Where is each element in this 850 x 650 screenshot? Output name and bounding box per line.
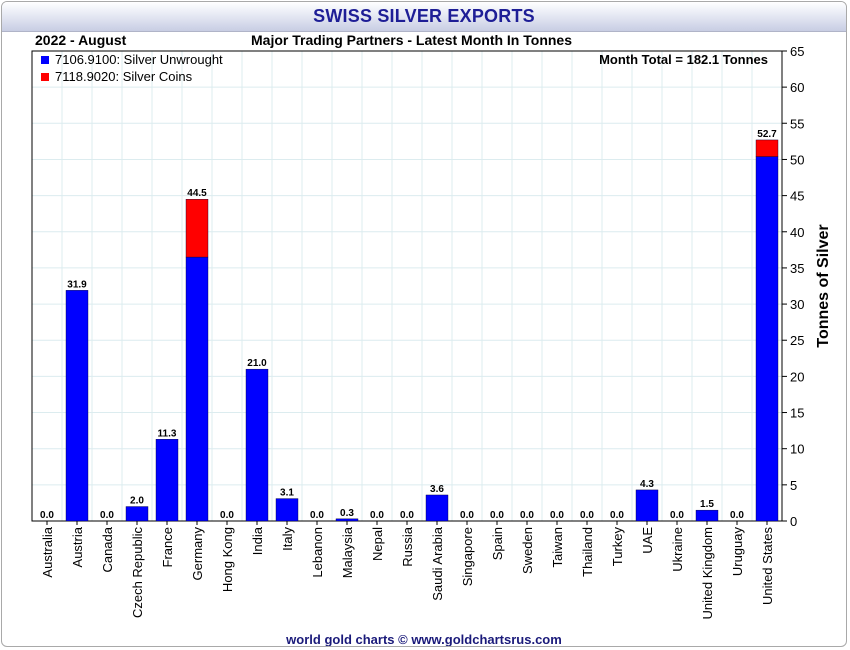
- y-tick-label: 60: [790, 80, 804, 95]
- bar-unwrought: [275, 498, 299, 522]
- y-tick-label: 25: [790, 333, 804, 348]
- x-category-label: Saudi Arabia: [430, 526, 445, 600]
- y-tick-label: 5: [790, 478, 797, 493]
- y-tick-label: 20: [790, 369, 804, 384]
- bar-unwrought: [185, 256, 209, 522]
- x-category-label: Malaysia: [340, 526, 355, 578]
- bar-unwrought: [65, 290, 89, 522]
- bar-unwrought: [755, 156, 779, 522]
- bar-value-label: 0.3: [340, 508, 354, 519]
- x-category-label: United States: [760, 527, 775, 606]
- chart-title: SWISS SILVER EXPORTS: [313, 6, 535, 26]
- bar-value-label: 2.0: [130, 496, 144, 507]
- x-category-label: United Kingdom: [700, 527, 715, 620]
- y-tick-label: 55: [790, 116, 804, 131]
- y-tick-label: 15: [790, 406, 804, 421]
- bar-value-label: 21.0: [247, 358, 267, 369]
- bar-value-label: 0.0: [400, 510, 414, 521]
- x-category-label: Italy: [280, 527, 295, 551]
- bar-value-label: 0.0: [610, 510, 624, 521]
- x-category-label: Hong Kong: [220, 527, 235, 592]
- bar-value-label: 1.5: [700, 499, 714, 510]
- y-tick-label: 65: [790, 44, 804, 59]
- x-category-label: Australia: [40, 526, 55, 577]
- y-tick-label: 10: [790, 442, 804, 457]
- y-tick-label: 30: [790, 297, 804, 312]
- bar-value-label: 0.0: [670, 510, 684, 521]
- x-category-label: Czech Republic: [130, 527, 145, 619]
- y-tick-label: 35: [790, 261, 804, 276]
- bar-unwrought: [155, 439, 179, 522]
- month-total-annotation: Month Total = 182.1 Tonnes: [599, 52, 768, 67]
- bar-value-label: 44.5: [187, 188, 207, 199]
- y-tick-label: 0: [790, 514, 797, 529]
- bar-value-label: 0.0: [370, 510, 384, 521]
- bar-unwrought: [695, 509, 719, 522]
- bar-unwrought: [245, 368, 269, 522]
- bar-value-label: 3.6: [430, 484, 444, 495]
- bar-value-label: 52.7: [757, 129, 777, 140]
- period-label: 2022 - August: [35, 32, 127, 48]
- chart-subtitle: Major Trading Partners - Latest Month In…: [251, 32, 572, 48]
- bar-value-label: 0.0: [220, 510, 234, 521]
- bar-unwrought: [335, 518, 359, 522]
- y-tick-label: 50: [790, 152, 804, 167]
- x-category-label: Taiwan: [550, 527, 565, 567]
- legend-entry: 7106.9100: Silver Unwrought: [55, 52, 223, 67]
- bar-unwrought: [635, 489, 659, 522]
- bar-value-label: 0.0: [100, 510, 114, 521]
- x-category-label: Uruguay: [730, 527, 745, 577]
- x-category-label: Lebanon: [310, 527, 325, 578]
- title-bar: SWISS SILVER EXPORTS: [2, 2, 846, 32]
- bar-value-label: 0.0: [310, 510, 324, 521]
- x-category-label: Austria: [70, 526, 85, 567]
- bar-value-label: 4.3: [640, 479, 654, 490]
- bar-value-label: 0.0: [730, 510, 744, 521]
- x-category-label: France: [160, 527, 175, 567]
- bar-unwrought: [425, 494, 449, 522]
- bar-coins: [185, 199, 209, 258]
- bar-value-label: 0.0: [580, 510, 594, 521]
- bar-value-label: 0.0: [520, 510, 534, 521]
- bar-value-label: 0.0: [460, 510, 474, 521]
- bar-value-label: 0.0: [40, 510, 54, 521]
- y-axis-title: Tonnes of Silver: [815, 224, 832, 347]
- x-category-label: Russia: [400, 526, 415, 567]
- x-category-label: Singapore: [460, 527, 475, 586]
- x-category-label: Nepal: [370, 527, 385, 561]
- legend-entry: 7118.9020: Silver Coins: [55, 69, 193, 84]
- x-category-label: Ukraine: [670, 527, 685, 572]
- bar-value-label: 11.3: [158, 428, 177, 439]
- x-category-label: UAE: [640, 527, 655, 554]
- x-category-label: Canada: [100, 526, 115, 572]
- legend-swatch: [41, 73, 49, 81]
- x-category-label: Turkey: [610, 527, 625, 567]
- x-category-label: Spain: [490, 527, 505, 560]
- bar-value-label: 3.1: [280, 488, 294, 499]
- x-category-label: India: [250, 526, 265, 555]
- bar-value-label: 31.9: [67, 279, 87, 290]
- plot-area: [32, 51, 782, 521]
- x-category-label: Sweden: [520, 527, 535, 574]
- x-category-label: Thailand: [580, 527, 595, 577]
- footer-credit: world gold charts © www.goldchartsrus.co…: [286, 632, 562, 647]
- bar-value-label: 0.0: [550, 510, 564, 521]
- legend-swatch: [41, 56, 49, 64]
- bar-coins: [755, 139, 779, 157]
- y-tick-label: 45: [790, 189, 804, 204]
- bar-unwrought: [125, 506, 149, 522]
- x-category-label: Germany: [190, 527, 205, 581]
- bar-value-label: 0.0: [490, 510, 504, 521]
- y-tick-label: 40: [790, 225, 804, 240]
